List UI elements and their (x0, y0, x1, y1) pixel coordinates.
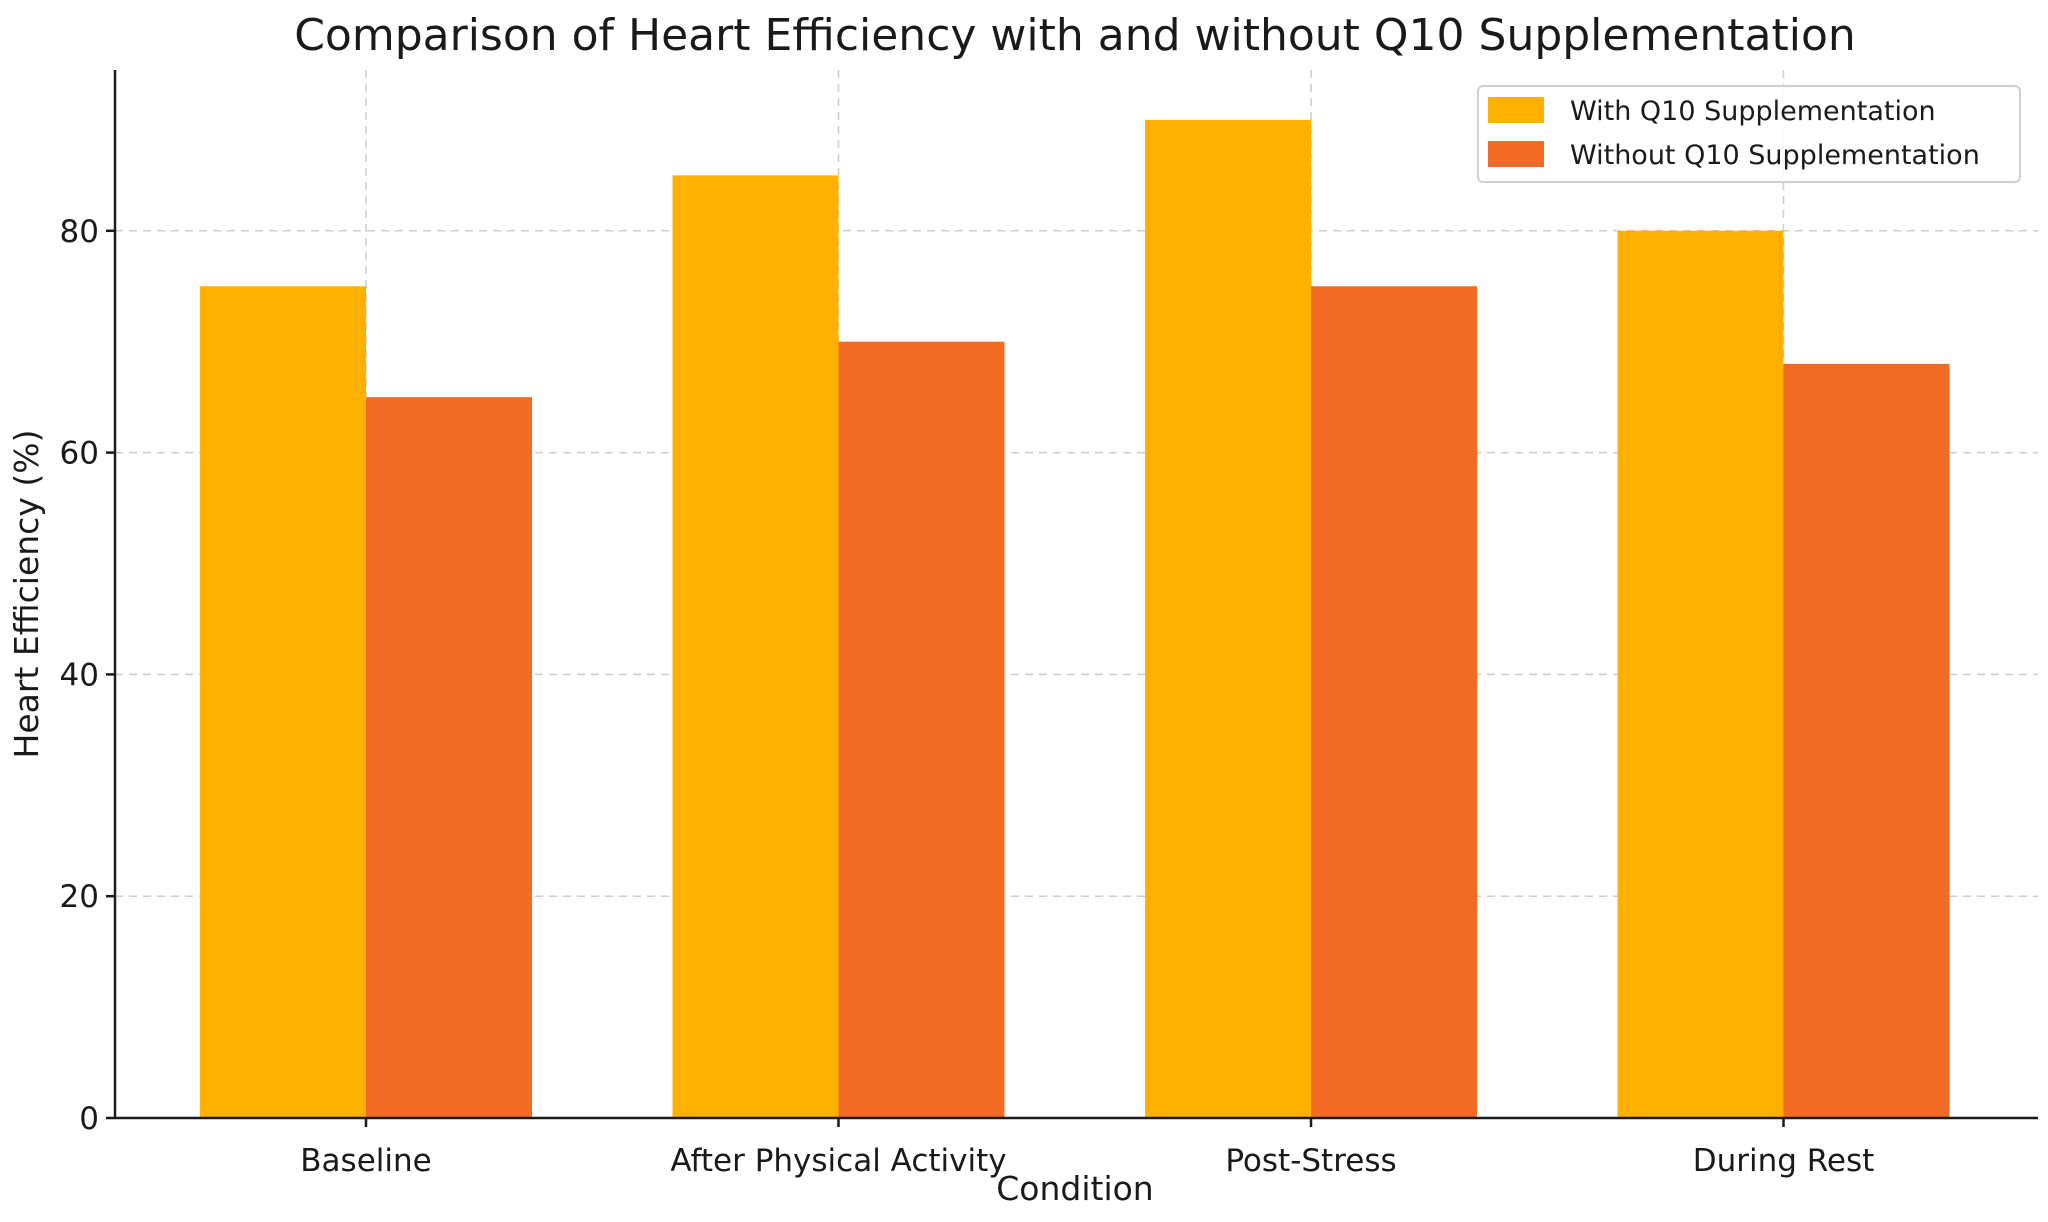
x-axis-ticks: Baseline After Physical Activity Post-Stre… (300, 1118, 1874, 1179)
x-tick-label-2: Post-Stress (1225, 1143, 1396, 1179)
chart-title: Comparison of Heart Efficiency with and … (294, 10, 1856, 61)
y-tick-label-1: 20 (60, 879, 99, 915)
x-axis-label: Condition (996, 1169, 1153, 1208)
y-tick-label-2: 40 (60, 657, 99, 693)
bar-with-q10-2 (1145, 119, 1311, 1118)
legend-swatch-1 (1488, 141, 1544, 167)
y-axis-label: Heart Efficiency (%) (7, 430, 46, 759)
bar-with-q10-1 (672, 175, 839, 1118)
x-tick-label-1: After Physical Activity (670, 1143, 1006, 1179)
y-tick-label-3: 60 (60, 436, 99, 472)
x-tick-label-0: Baseline (300, 1143, 431, 1179)
bar-without-q10-1 (838, 341, 1005, 1118)
legend-label-1: Without Q10 Supplementation (1570, 140, 1980, 171)
legend-label-0: With Q10 Supplementation (1570, 96, 1936, 127)
y-axis-ticks: 0 20 40 60 80 (60, 214, 115, 1137)
bar-without-q10-0 (366, 397, 532, 1118)
y-tick-label-4: 80 (60, 214, 99, 250)
bar-with-q10-0 (200, 286, 366, 1118)
y-tick-label-0: 0 (79, 1101, 99, 1137)
bar-without-q10-2 (1311, 286, 1477, 1118)
legend-swatch-0 (1488, 97, 1544, 123)
legend-frame (1477, 85, 2021, 183)
bar-without-q10-3 (1783, 363, 1950, 1118)
bar-with-q10-3 (1617, 230, 1784, 1119)
x-tick-label-3: During Rest (1693, 1143, 1875, 1179)
bars (200, 119, 1950, 1119)
legend: With Q10 Supplementation Without Q10 Supp… (1477, 85, 2021, 183)
